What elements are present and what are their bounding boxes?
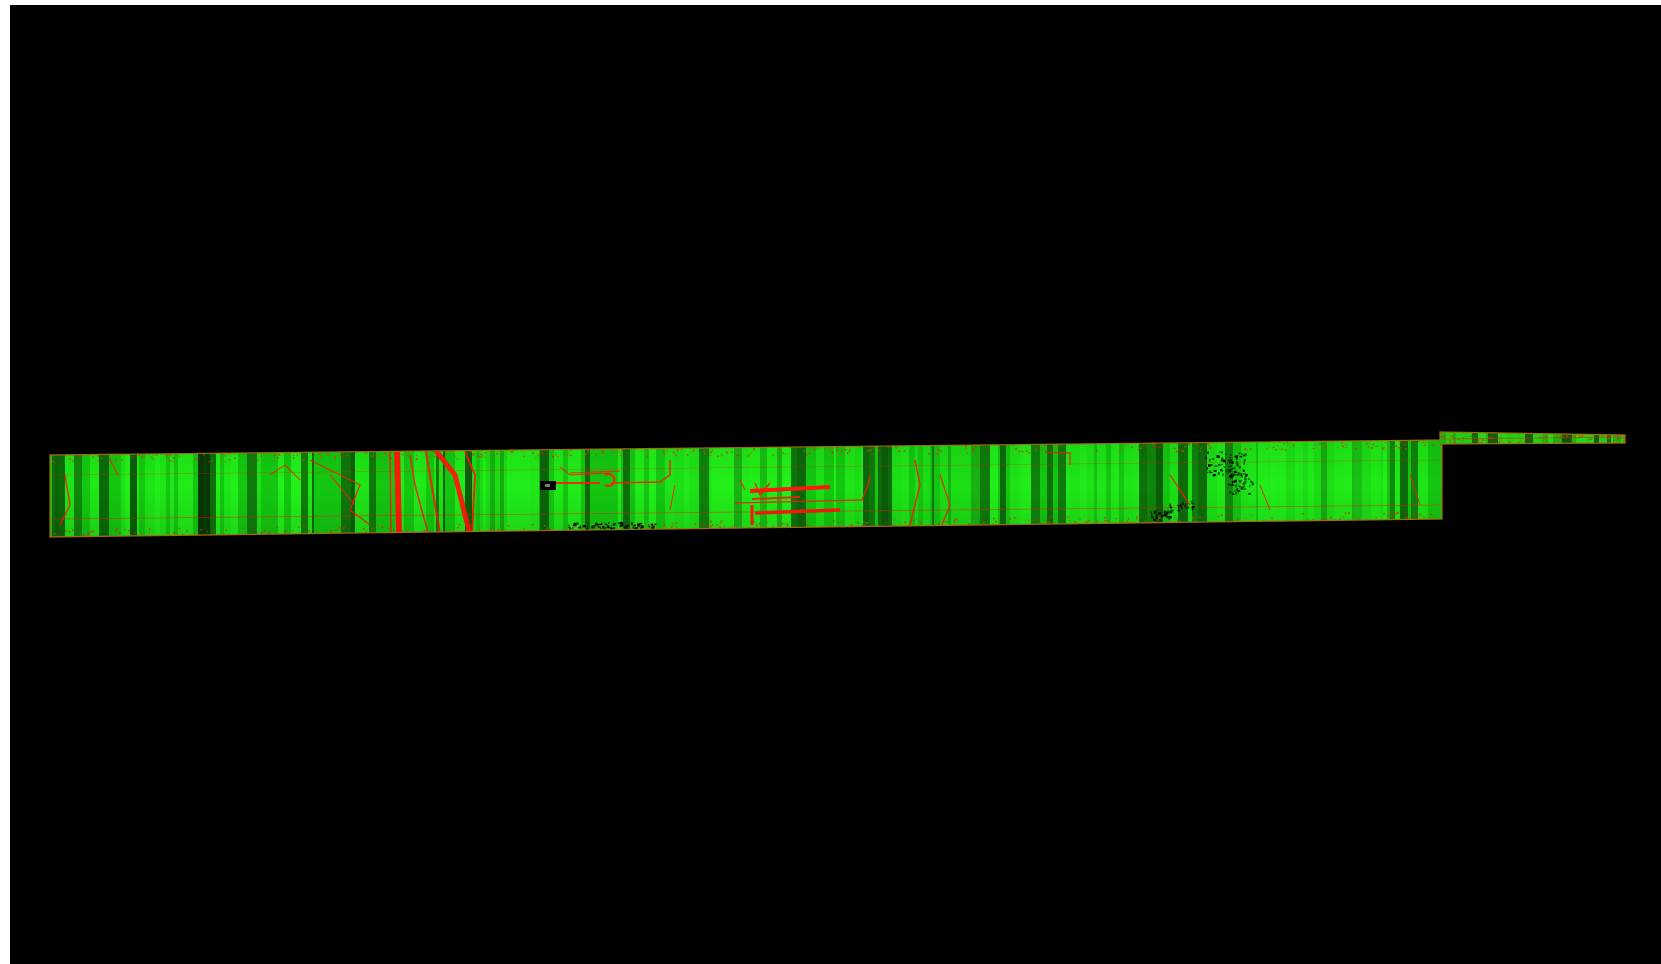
edge-speckle bbox=[1630, 439, 1632, 441]
intensity-band bbox=[1553, 432, 1562, 537]
intensity-band bbox=[1507, 432, 1513, 537]
intensity-band bbox=[1486, 432, 1488, 537]
intensity-band bbox=[1533, 432, 1542, 537]
intensity-band bbox=[1599, 432, 1607, 537]
intensity-band bbox=[1453, 432, 1456, 537]
intensity-band bbox=[1615, 432, 1621, 537]
intensity-band bbox=[1611, 432, 1613, 537]
intensity-band bbox=[1481, 432, 1486, 537]
intensity-band bbox=[1466, 432, 1472, 537]
intensity-band bbox=[1584, 432, 1594, 537]
strip-outline-edge bbox=[49, 431, 1626, 538]
intensity-band bbox=[1488, 432, 1498, 537]
intensity-band bbox=[1472, 432, 1478, 537]
intensity-band bbox=[1542, 432, 1548, 537]
intensity-band bbox=[1607, 432, 1611, 537]
edge-speckle bbox=[1632, 436, 1634, 438]
lidar-scan-strip bbox=[49, 431, 1640, 538]
intensity-band bbox=[1456, 432, 1466, 537]
intensity-band bbox=[1572, 432, 1576, 537]
intensity-band bbox=[1513, 432, 1515, 537]
point-cloud-viewport[interactable] bbox=[10, 5, 1661, 964]
intensity-band bbox=[1498, 432, 1507, 537]
scan-strip-group bbox=[50, 432, 1640, 537]
intensity-band bbox=[1594, 432, 1599, 537]
intensity-band bbox=[1446, 432, 1453, 537]
intensity-band bbox=[1621, 432, 1625, 537]
intensity-band bbox=[1478, 432, 1481, 537]
intensity-band bbox=[1548, 432, 1553, 537]
intensity-band bbox=[1613, 432, 1615, 537]
strip-vertical-shading bbox=[50, 432, 1625, 537]
intensity-band bbox=[1562, 432, 1572, 537]
edge-speckle bbox=[1634, 440, 1636, 442]
intensity-band bbox=[1518, 432, 1525, 537]
intensity-band bbox=[1525, 432, 1533, 537]
intensity-band bbox=[1515, 432, 1518, 537]
intensity-band bbox=[1576, 432, 1584, 537]
edge-speckle bbox=[1638, 435, 1640, 437]
edge-speckle bbox=[1626, 435, 1628, 437]
